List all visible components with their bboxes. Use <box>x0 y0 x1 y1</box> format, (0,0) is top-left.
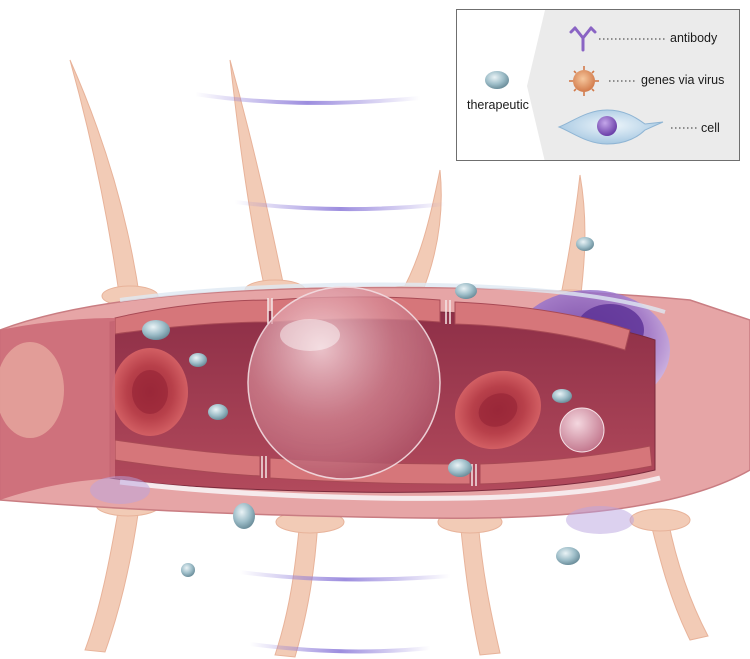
legend: therapeutic antibody genes via virus cel… <box>456 9 740 161</box>
cell-label: cell <box>701 121 720 135</box>
large-vesicle <box>247 286 441 480</box>
small-vesicle <box>559 407 605 453</box>
antibody-label: antibody <box>670 31 718 45</box>
red-blood-cells <box>112 348 541 450</box>
legend-graphics <box>485 10 739 160</box>
tight-junctions <box>261 298 477 486</box>
signal-waves <box>193 92 452 654</box>
cell-icon <box>557 109 664 145</box>
antibody-icon <box>569 26 597 52</box>
virus-icon <box>569 66 599 96</box>
therapeutic-label: therapeutic <box>467 98 529 112</box>
therapeutic-icon <box>485 71 509 89</box>
virus-label: genes via virus <box>641 73 725 87</box>
therapeutic-droplets <box>142 237 594 577</box>
